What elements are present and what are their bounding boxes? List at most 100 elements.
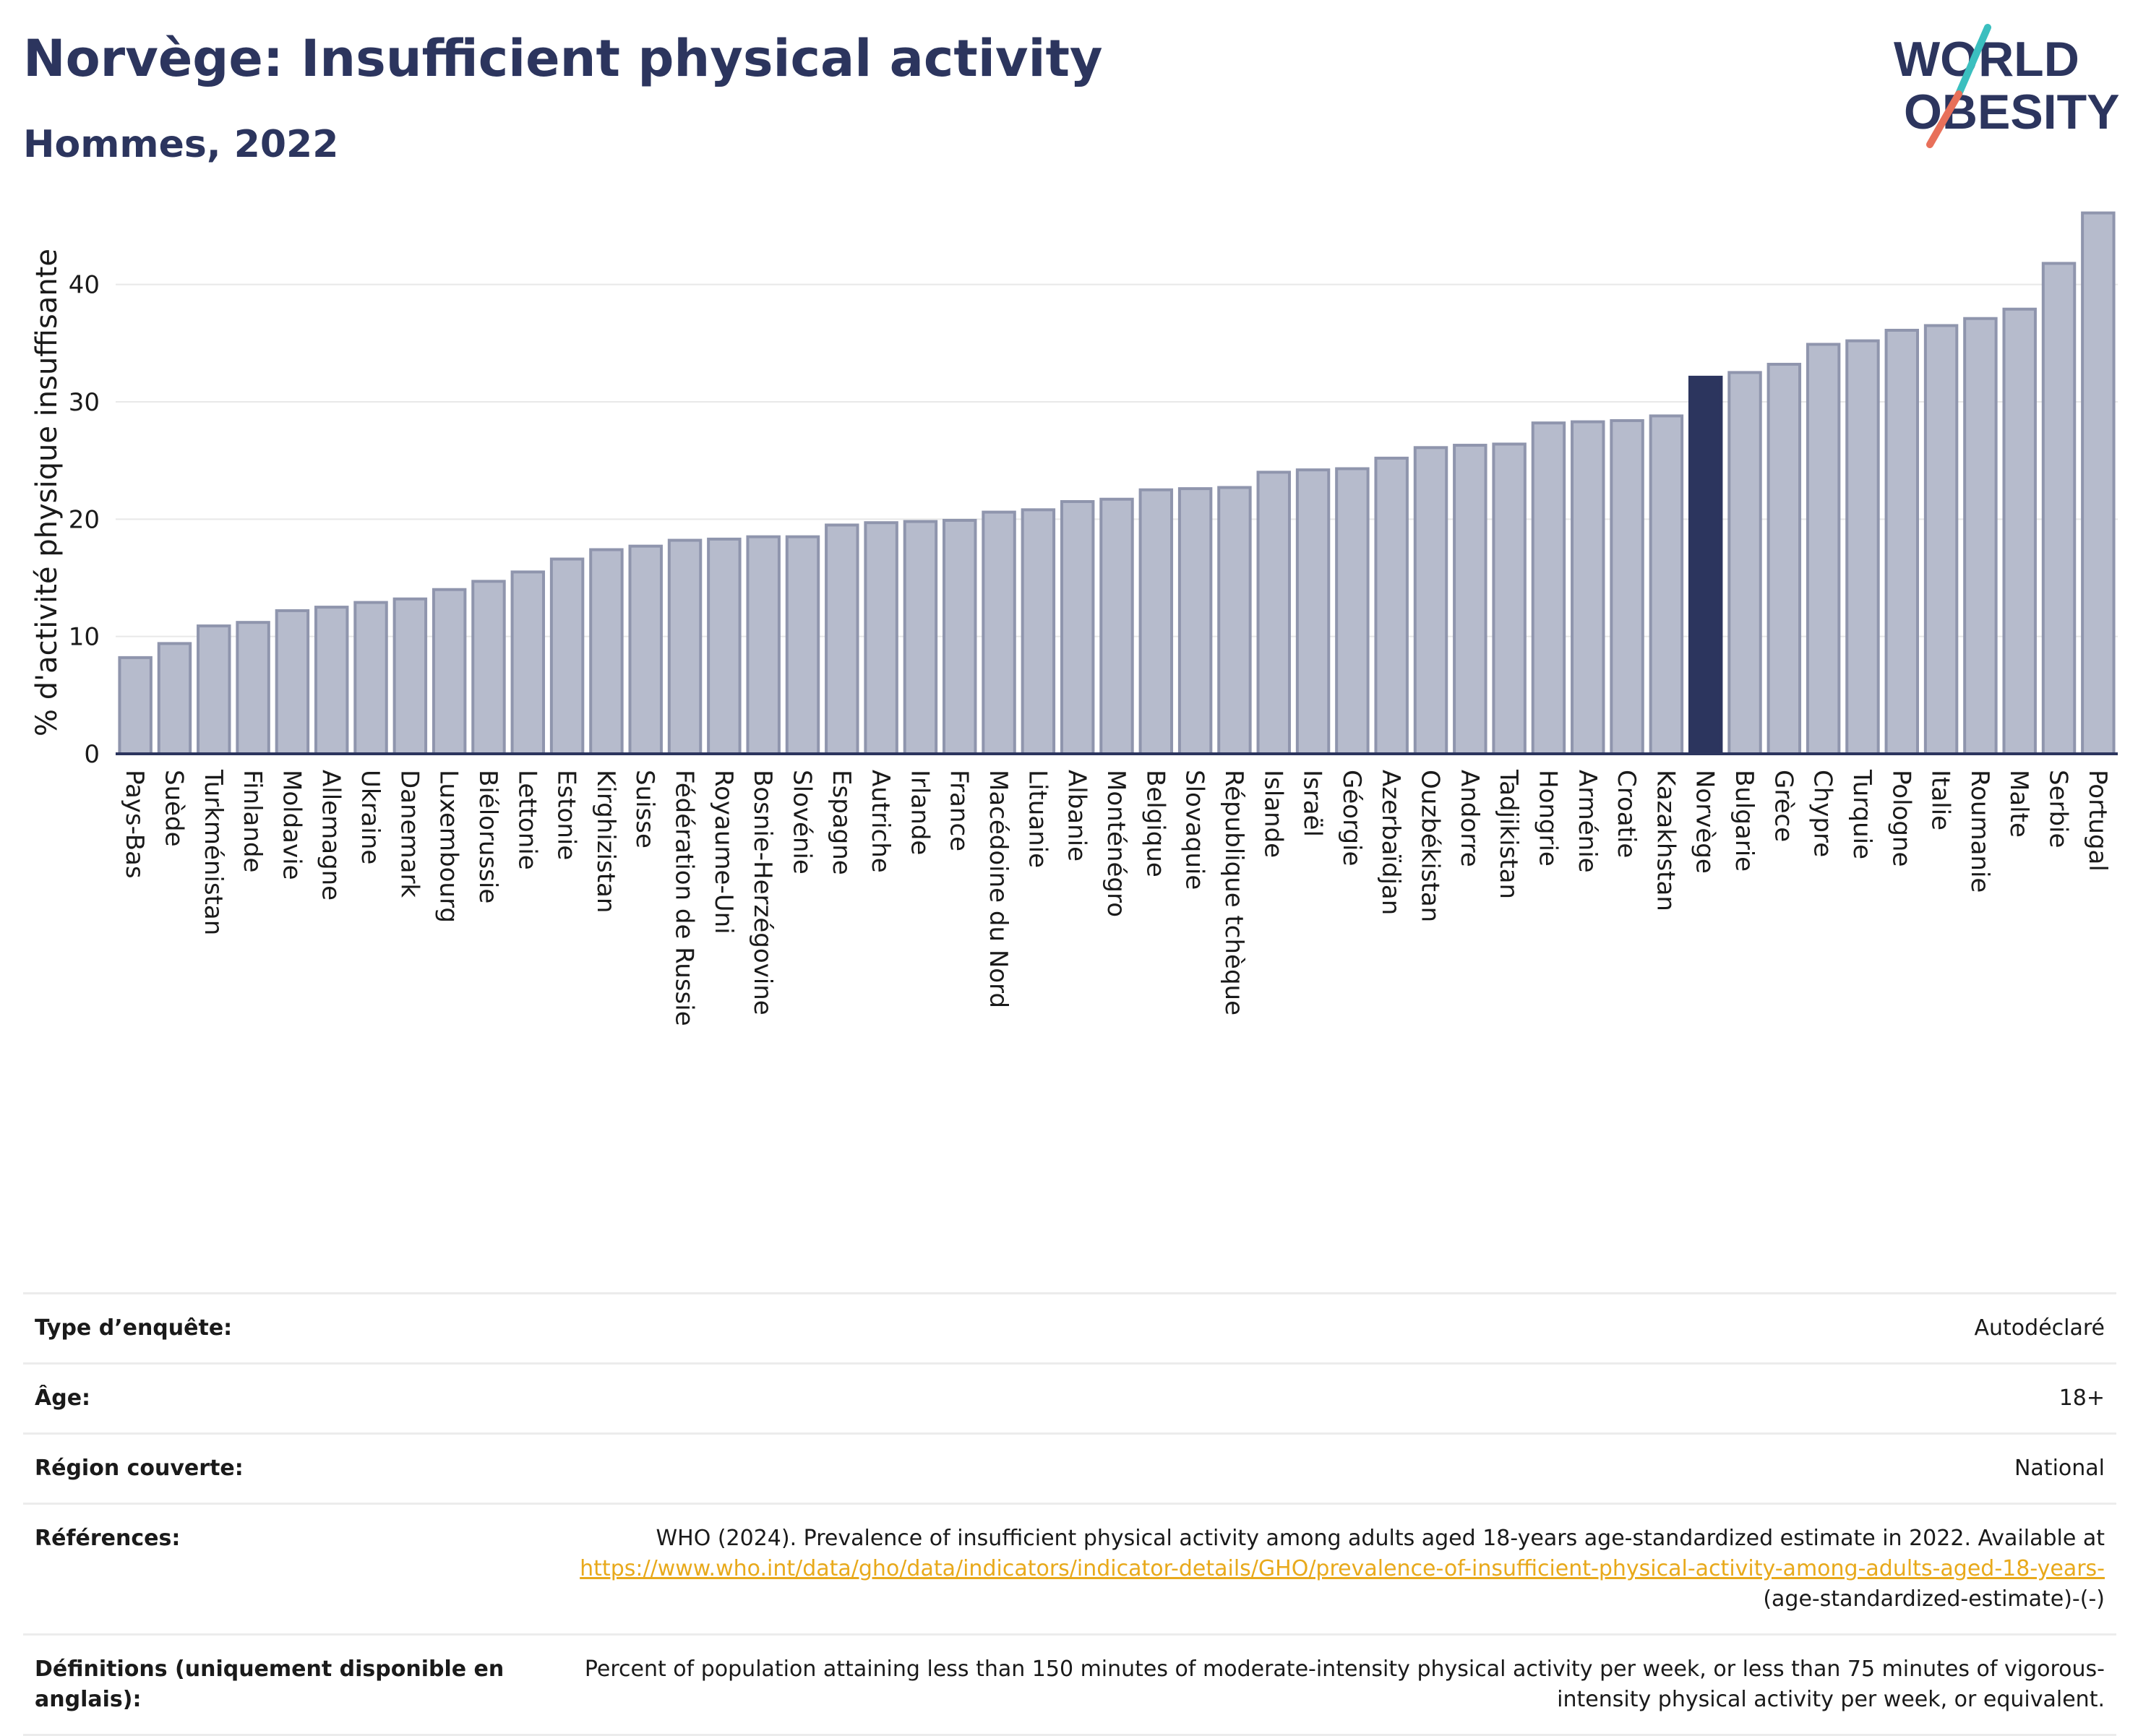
x-tick-label: Espagne	[827, 770, 856, 875]
y-tick-label: 40	[69, 271, 100, 300]
y-tick-label: 10	[69, 623, 100, 652]
x-tick-label: Royaume-Uni	[709, 770, 738, 934]
x-tick-label: Arménie	[1573, 770, 1602, 873]
x-tick-label: Norvège	[1691, 770, 1720, 874]
bar	[1099, 497, 1134, 755]
bar	[1610, 418, 1644, 755]
bar	[628, 544, 663, 756]
x-tick-label: Moldavie	[277, 770, 306, 880]
x-tick-label: France	[945, 770, 974, 851]
survey-type-label: Type d’enquête:	[35, 1315, 233, 1341]
age-label: Âge:	[35, 1385, 91, 1411]
bar	[275, 609, 310, 756]
y-axis-ticks: 0 10 20 30 40	[69, 271, 100, 769]
bar	[903, 520, 938, 756]
references-suffix: (age-standardized-estimate)-(-)	[1763, 1586, 2105, 1612]
x-tick-label: Serbie	[2044, 770, 2073, 848]
bar	[1335, 467, 1370, 755]
references-link[interactable]: https://www.who.int/data/gho/data/indica…	[580, 1556, 2105, 1581]
bar	[864, 521, 898, 756]
info-row-definitions: Définitions (uniquement disponible en an…	[23, 1633, 2116, 1736]
x-tick-label: Hongrie	[1533, 770, 1562, 867]
bar	[785, 535, 820, 755]
x-tick-label: Allemagne	[317, 770, 345, 901]
x-tick-label: Irlande	[905, 770, 934, 855]
y-axis-label: % d'activité physique insuffisante	[30, 249, 64, 736]
bar-chart: 0 10 20 30 40 Pays-Bas Suède Turkménistan Finla…	[30, 211, 2118, 1026]
x-tick-label: Albanie	[1062, 770, 1091, 861]
x-tick-label: Roumanie	[1965, 770, 1994, 893]
bar	[314, 606, 349, 755]
x-tick-label: Autriche	[866, 770, 895, 873]
bars	[118, 211, 2116, 756]
bar	[432, 588, 467, 755]
info-row-references: Références: WHO (2024). Prevalence of in…	[23, 1503, 2116, 1633]
bar	[1453, 444, 1487, 755]
bar	[1060, 499, 1095, 755]
x-tick-label: Monténégro	[1102, 770, 1130, 917]
definitions-label: Définitions (uniquement disponible en an…	[35, 1656, 505, 1712]
x-tick-label: Malte	[2004, 770, 2033, 838]
x-tick-label: Fédération de Russie	[670, 770, 699, 1026]
y-tick-label: 20	[69, 505, 100, 534]
x-tick-label: République tchèque	[1219, 770, 1248, 1015]
x-tick-label: Tadjikistan	[1494, 769, 1523, 899]
x-tick-label: Grèce	[1769, 770, 1798, 842]
x-tick-label: Azerbaïdjan	[1376, 770, 1405, 915]
region-value: National	[2014, 1456, 2105, 1481]
world-obesity-logo: WORLD OBESITY	[1894, 24, 2120, 148]
x-tick-label: Chypre	[1808, 770, 1837, 857]
y-tick-label: 30	[69, 388, 100, 417]
bar	[825, 523, 859, 755]
bar-highlight	[1688, 375, 1723, 755]
x-tick-label: Bosnie-Herzégovine	[748, 770, 777, 1015]
references-value: WHO (2024). Prevalence of insufficient p…	[558, 1524, 2105, 1615]
x-tick-label: Turquie	[1847, 769, 1876, 859]
bar	[1492, 442, 1527, 755]
x-tick-label: Géorgie	[1337, 770, 1366, 866]
logo-slash-coral	[1926, 90, 1962, 148]
bar	[667, 538, 703, 755]
bar	[1021, 508, 1056, 755]
x-tick-label: Portugal	[2083, 770, 2112, 872]
bar	[1413, 446, 1448, 755]
survey-type-value: Autodéclaré	[1974, 1315, 2105, 1341]
x-tick-label: Ouzbékistan	[1416, 770, 1445, 922]
x-tick-label: Pologne	[1886, 770, 1915, 867]
references-text: WHO (2024). Prevalence of insufficient p…	[656, 1526, 2105, 1551]
y-tick-label: 0	[84, 740, 100, 769]
bar	[392, 597, 428, 755]
bar	[157, 642, 192, 756]
x-tick-label: Slovénie	[787, 770, 816, 875]
x-tick-label: Suède	[159, 770, 188, 847]
age-value: 18+	[2058, 1385, 2105, 1411]
x-tick-label: Luxembourg	[434, 770, 463, 923]
bar	[982, 510, 1016, 755]
definitions-value: Percent of population attaining less tha…	[584, 1656, 2105, 1712]
x-tick-label: Biélorussie	[473, 770, 502, 903]
bar	[1571, 420, 1605, 755]
x-tick-label: Kirghizistan	[591, 770, 620, 913]
bar	[236, 621, 270, 755]
bar	[1177, 487, 1213, 756]
info-row-age: Âge: 18+	[23, 1362, 2116, 1432]
bar	[1256, 470, 1291, 756]
bar	[1217, 486, 1252, 755]
bar	[746, 535, 781, 755]
bar	[471, 580, 506, 755]
x-tick-label: Lettonie	[512, 770, 541, 870]
bar	[1923, 324, 1959, 755]
bar	[589, 548, 624, 755]
bar	[510, 570, 546, 755]
x-tick-label: Bulgarie	[1730, 770, 1759, 872]
bar	[549, 557, 585, 755]
bar	[2041, 262, 2077, 756]
bar	[197, 624, 231, 756]
x-tick-label: Italie	[1926, 770, 1955, 830]
info-row-survey-type: Type d’enquête: Autodéclaré	[23, 1292, 2116, 1362]
x-tick-label: Pays-Bas	[120, 770, 149, 879]
bar	[118, 656, 153, 756]
bar	[1845, 339, 1880, 755]
x-tick-label: Andorre	[1455, 770, 1484, 867]
logo-line-world: WORLD	[1894, 32, 2079, 87]
